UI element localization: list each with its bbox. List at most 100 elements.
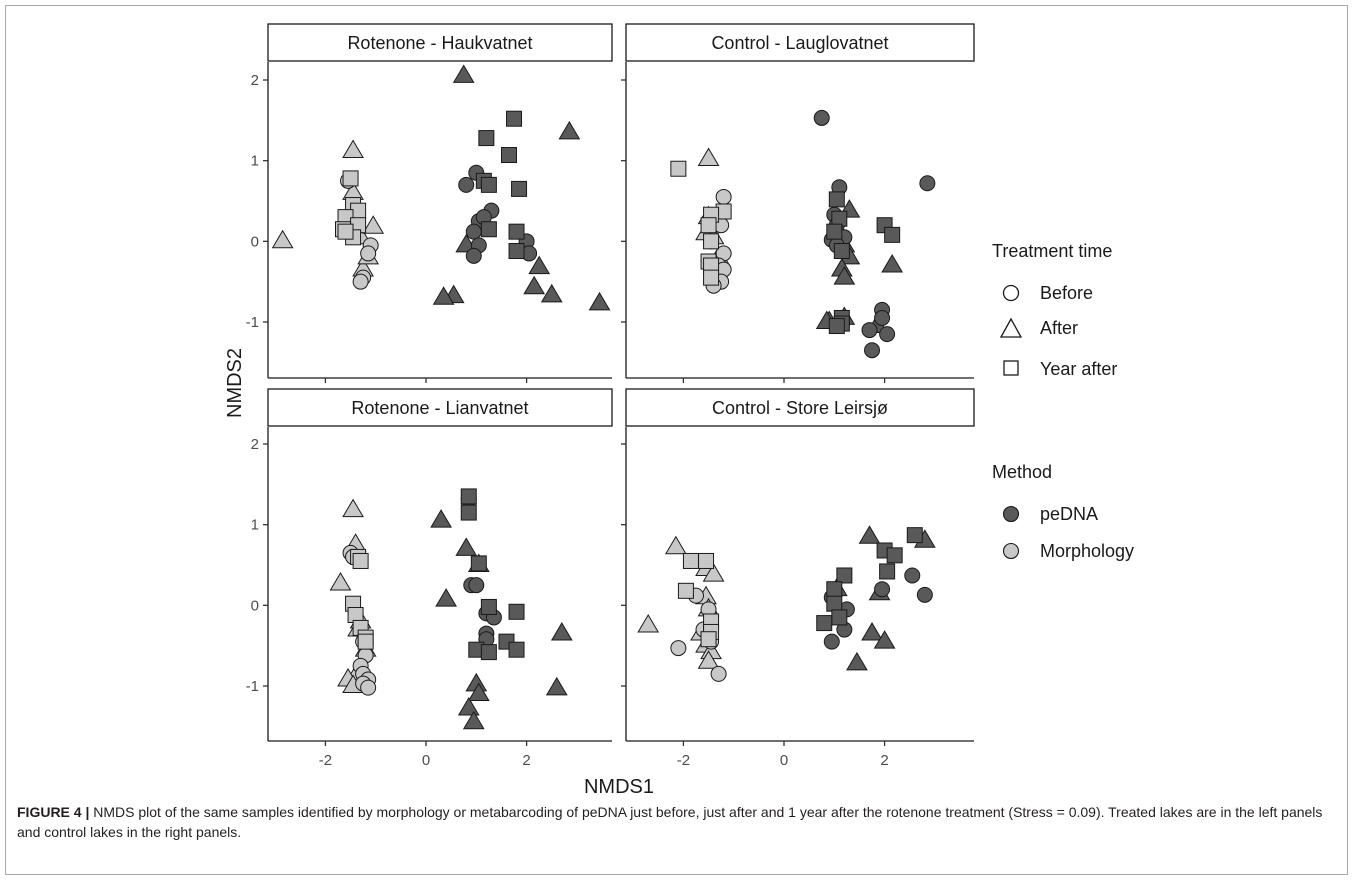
data-point-circle-peDNA bbox=[823, 633, 840, 650]
legend-label: Year after bbox=[1040, 359, 1117, 379]
caption-label: FIGURE 4 | bbox=[17, 804, 90, 820]
x-tick-label: 0 bbox=[422, 752, 430, 769]
facet-strip-3: Control - Store Leirsjø bbox=[625, 388, 975, 427]
facet-strip-0: Rotenone - Haukvatnet bbox=[267, 23, 613, 62]
data-point-circle-peDNA bbox=[468, 577, 485, 594]
data-point-square-peDNA bbox=[511, 180, 528, 197]
data-point-triangle-morph bbox=[697, 650, 720, 669]
data-point-triangle-morph bbox=[362, 215, 385, 234]
data-point-square-morph bbox=[670, 160, 687, 177]
legend-fill-swatch-icon bbox=[1002, 542, 1020, 560]
y-tick-label: 0 bbox=[251, 233, 259, 250]
data-point-circle-morph bbox=[352, 273, 369, 290]
data-point-triangle-peDNA bbox=[858, 525, 881, 544]
legend-fill-title: Method bbox=[992, 462, 1052, 482]
facet-strip-1: Control - Lauglovatnet bbox=[625, 23, 975, 62]
y-tick-label: -1 bbox=[246, 314, 259, 331]
data-point-triangle-peDNA bbox=[528, 255, 551, 275]
data-point-square-morph bbox=[700, 631, 717, 648]
data-point-square-peDNA bbox=[828, 191, 845, 208]
data-point-square-peDNA bbox=[826, 581, 843, 598]
data-point-square-morph bbox=[357, 633, 374, 650]
data-point-circle-morph bbox=[710, 665, 727, 682]
data-point-triangle-morph bbox=[697, 147, 720, 167]
data-point-circle-peDNA bbox=[813, 109, 830, 126]
data-point-triangle-peDNA bbox=[435, 588, 457, 607]
legend-item-year-after: Year after bbox=[1003, 359, 1117, 379]
data-point-circle-peDNA bbox=[458, 176, 475, 193]
data-point-square-peDNA bbox=[460, 504, 477, 521]
data-point-triangle-morph bbox=[342, 139, 364, 158]
figure-caption: FIGURE 4 | NMDS plot of the same samples… bbox=[17, 802, 1337, 842]
data-point-triangle-peDNA bbox=[432, 286, 455, 305]
legend-circle-icon bbox=[1002, 284, 1020, 302]
data-point-triangle-peDNA bbox=[540, 283, 563, 303]
data-point-square-peDNA bbox=[826, 223, 843, 240]
x-axis-title: NMDS1 bbox=[584, 776, 654, 798]
data-point-triangle-peDNA bbox=[588, 291, 611, 311]
figure-frame bbox=[5, 5, 1348, 875]
data-point-square-morph bbox=[682, 552, 699, 569]
data-point-square-peDNA bbox=[508, 641, 525, 658]
data-point-triangle-morph bbox=[664, 535, 687, 555]
data-point-square-morph bbox=[700, 217, 717, 234]
data-point-square-peDNA bbox=[879, 563, 896, 580]
data-point-triangle-peDNA bbox=[455, 537, 478, 556]
data-point-square-peDNA bbox=[884, 226, 901, 243]
data-point-square-morph bbox=[698, 552, 715, 569]
axis-ticks: 2 1 0 -1 2 1 0 -1 -2 0 2 -2 0 2 bbox=[246, 72, 889, 769]
data-point-circle-peDNA bbox=[879, 326, 896, 343]
panel-rotenone-haukvatnet bbox=[267, 62, 612, 379]
legend-item-pedna: peDNA bbox=[1002, 504, 1098, 524]
data-point-triangle-peDNA bbox=[452, 64, 475, 83]
data-point-triangle-peDNA bbox=[430, 509, 452, 528]
data-point-circle-peDNA bbox=[904, 567, 921, 584]
data-point-triangle-peDNA bbox=[523, 275, 546, 295]
legend-label: Morphology bbox=[1040, 541, 1134, 561]
data-point-triangle-peDNA bbox=[462, 710, 485, 730]
x-tick-label: 0 bbox=[780, 752, 788, 769]
data-point-square-peDNA bbox=[470, 555, 487, 572]
data-point-square-morph bbox=[703, 269, 720, 286]
facet-title: Rotenone - Haukvatnet bbox=[347, 33, 532, 53]
data-point-square-morph bbox=[337, 223, 354, 240]
data-point-circle-peDNA bbox=[916, 586, 933, 603]
legend-item-after: After bbox=[999, 317, 1078, 338]
x-tick-label: 2 bbox=[522, 752, 530, 769]
data-point-square-peDNA bbox=[836, 567, 853, 584]
data-point-triangle-morph bbox=[329, 572, 352, 591]
data-point-square-peDNA bbox=[508, 603, 525, 620]
data-point-triangle-peDNA bbox=[833, 266, 856, 285]
y-axis-title: NMDS2 bbox=[224, 348, 246, 418]
data-point-circle-morph bbox=[670, 640, 687, 657]
data-point-triangle-morph bbox=[342, 498, 364, 518]
facet-title: Rotenone - Lianvatnet bbox=[351, 398, 528, 418]
data-points bbox=[271, 64, 936, 730]
data-point-triangle-peDNA bbox=[873, 630, 896, 649]
data-point-triangle-peDNA bbox=[545, 676, 568, 696]
legend-label: Before bbox=[1040, 283, 1093, 303]
legend-label: After bbox=[1040, 318, 1078, 338]
data-point-circle-peDNA bbox=[465, 223, 482, 240]
x-tick-label: -2 bbox=[319, 752, 332, 769]
data-point-triangle-morph bbox=[702, 563, 725, 582]
data-point-square-peDNA bbox=[508, 243, 525, 260]
data-point-triangle-morph bbox=[637, 613, 660, 633]
data-point-square-morph bbox=[677, 582, 694, 599]
data-point-circle-morph bbox=[360, 679, 377, 696]
data-point-triangle-peDNA bbox=[846, 651, 868, 671]
y-tick-label: 2 bbox=[251, 72, 259, 89]
data-point-circle-morph bbox=[360, 245, 377, 262]
data-point-triangle-morph bbox=[271, 229, 294, 249]
data-point-square-morph bbox=[703, 233, 720, 250]
data-point-triangle-peDNA bbox=[558, 120, 581, 140]
data-point-circle-peDNA bbox=[465, 247, 482, 264]
data-point-square-peDNA bbox=[833, 243, 850, 260]
data-point-circle-peDNA bbox=[919, 175, 936, 192]
data-point-triangle-peDNA bbox=[881, 254, 904, 273]
legend-item-before: Before bbox=[1002, 283, 1093, 303]
caption-text: NMDS plot of the same samples identified… bbox=[17, 804, 1323, 840]
data-point-square-peDNA bbox=[816, 615, 833, 632]
nmds-figure: Rotenone - Haukvatnet Control - Lauglova… bbox=[224, 23, 1134, 798]
data-point-square-morph bbox=[342, 170, 359, 187]
